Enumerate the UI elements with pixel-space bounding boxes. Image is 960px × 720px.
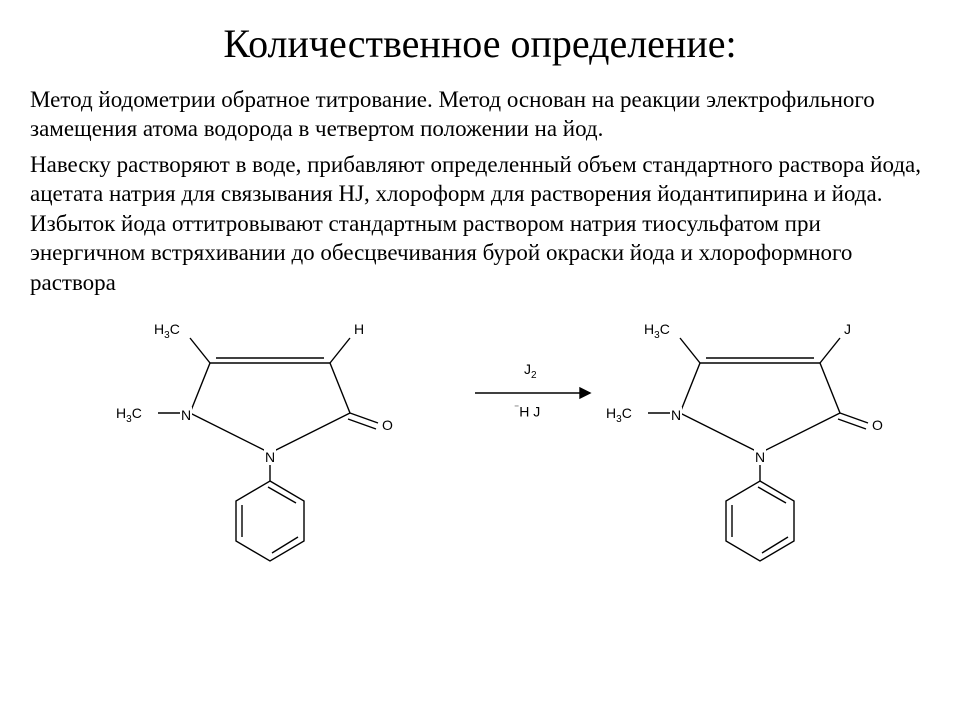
paragraph-2: Навеску растворяют в воде, прибавляют оп… (30, 150, 930, 297)
lbl-left-o: O (382, 417, 393, 433)
molecule-right: H3C J H3C N N O (640, 303, 900, 583)
lbl-left-ch3-mid: H3C (116, 405, 142, 425)
molecule-right-svg (640, 303, 900, 583)
reaction-arrow-group: J2 ⁻H J (470, 363, 610, 423)
lbl-right-o: O (872, 417, 883, 433)
lbl-right-n2: N (754, 449, 766, 465)
paragraph-1: Метод йодометрии обратное титрование. Ме… (30, 85, 930, 144)
lbl-right-j-top: J (844, 321, 851, 337)
lbl-left-ch3-top: H3C (154, 321, 180, 341)
lbl-reagent-bottom: ⁻H J (514, 403, 540, 420)
lbl-left-h-top: H (354, 321, 364, 337)
lbl-left-n2: N (264, 449, 276, 465)
lbl-right-n1: N (670, 407, 682, 423)
lbl-left-n1: N (180, 407, 192, 423)
lbl-right-ch3-top: H3C (644, 321, 670, 341)
reaction-diagram: H3C H H3C N N O J2 ⁻H J (30, 303, 930, 603)
molecule-left-svg (150, 303, 410, 583)
body-text: Метод йодометрии обратное титрование. Ме… (30, 85, 930, 297)
lbl-right-ch3-mid: H3C (606, 405, 632, 425)
slide-root: Количественное определение: Метод йодоме… (0, 0, 960, 720)
molecule-left: H3C H H3C N N O (150, 303, 410, 583)
lbl-reagent-top: J2 (524, 361, 537, 381)
slide-title: Количественное определение: (30, 20, 930, 67)
